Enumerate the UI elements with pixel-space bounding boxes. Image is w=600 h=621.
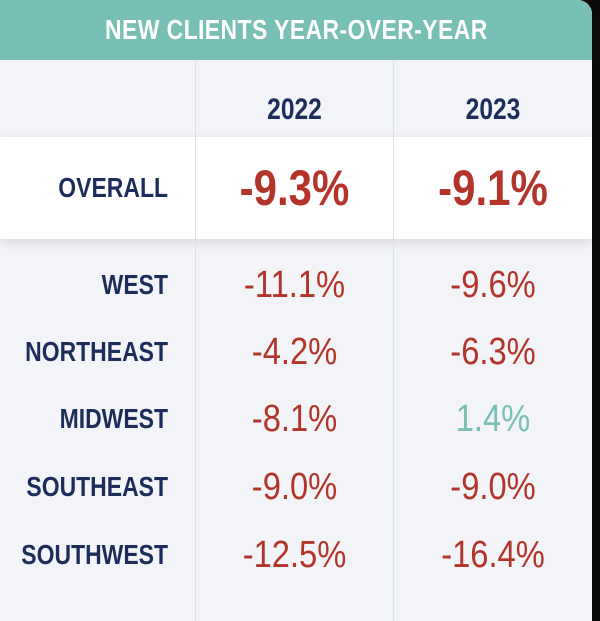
title-bar: NEW CLIENTS YEAR-OVER-YEAR	[0, 0, 592, 60]
row-label-west: WEST	[101, 269, 168, 300]
row-label-northeast: NORTHEAST	[25, 336, 168, 367]
row-label-southwest: SOUTHWEST	[21, 539, 168, 570]
value-southeast-2022: -9.0%	[251, 465, 338, 508]
column-header-2023: 2023	[465, 93, 521, 126]
column-divider	[393, 60, 394, 621]
row-label-overall: OVERALL	[58, 172, 168, 203]
value-northeast-2023: -6.3%	[450, 330, 536, 373]
chart-title: NEW CLIENTS YEAR-OVER-YEAR	[104, 14, 488, 45]
value-overall-2022: -9.3%	[239, 160, 350, 216]
value-southwest-2023: -16.4%	[441, 533, 545, 576]
value-west-2022: -11.1%	[243, 263, 346, 306]
column-header-2022: 2022	[267, 93, 322, 126]
value-southeast-2023: -9.0%	[450, 465, 536, 508]
value-southwest-2022: -12.5%	[242, 533, 347, 576]
column-divider	[195, 60, 196, 621]
value-west-2023: -9.6%	[450, 263, 536, 306]
value-midwest-2022: -8.1%	[251, 397, 338, 440]
overall-row-band	[0, 137, 592, 239]
value-overall-2023: -9.1%	[438, 160, 548, 216]
value-northeast-2022: -4.2%	[251, 330, 338, 373]
row-label-southeast: SOUTHEAST	[26, 471, 168, 502]
row-label-midwest: MIDWEST	[59, 403, 168, 434]
value-midwest-2023: 1.4%	[455, 397, 531, 440]
